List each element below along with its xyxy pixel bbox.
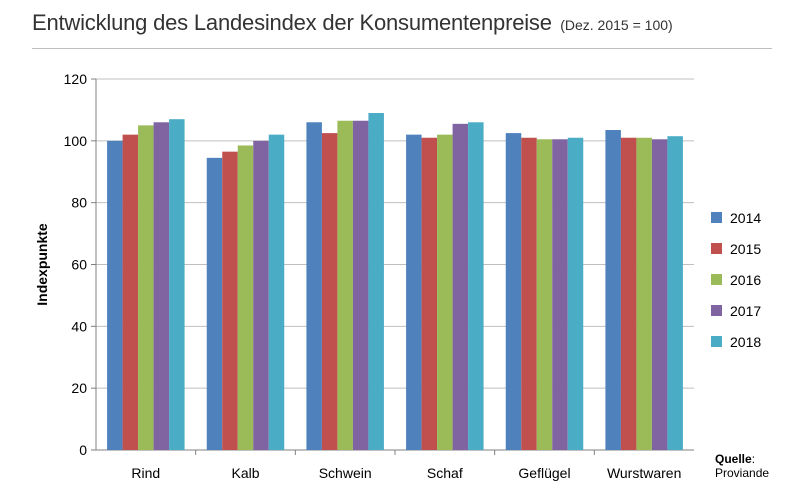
source-colon: : <box>751 452 756 466</box>
bar-2015 <box>122 134 139 450</box>
bar-2017 <box>153 122 170 451</box>
legend-label: 2018 <box>730 334 761 350</box>
bar-2015 <box>620 137 637 450</box>
bar-2017 <box>352 120 369 451</box>
bar-2014 <box>605 130 621 450</box>
x-tick-label: Schaf <box>427 465 463 481</box>
x-tick-label: Wurstwaren <box>607 465 681 481</box>
y-tick-label: 20 <box>71 380 87 396</box>
legend-swatch-2015 <box>711 243 722 254</box>
source-value: Proviande <box>715 466 770 480</box>
bar-2017 <box>452 123 469 451</box>
y-tick-label: 60 <box>71 257 87 273</box>
chart-title-block: Entwicklung des Landesindex der Konsumen… <box>32 10 772 49</box>
chart-title: Entwicklung des Landesindex der Konsumen… <box>32 10 552 35</box>
bar-2016 <box>536 139 553 450</box>
bar-2018 <box>667 136 683 450</box>
y-tick-label: 80 <box>71 195 87 211</box>
chart-subtitle: (Dez. 2015 = 100) <box>560 17 673 33</box>
y-tick-label: 40 <box>71 318 87 334</box>
bar-2015 <box>521 137 537 450</box>
y-tick-label: 120 <box>64 71 88 87</box>
legend-label: 2015 <box>730 241 761 257</box>
bar-2014 <box>406 134 422 450</box>
bar-2018 <box>268 134 285 450</box>
bar-2015 <box>222 151 238 450</box>
x-tick-label: Rind <box>131 465 160 481</box>
legend-label: 2014 <box>730 210 761 226</box>
x-tick-label: Kalb <box>231 465 259 481</box>
bar-2016 <box>636 137 652 450</box>
source-note: Quelle: Proviande <box>715 452 769 480</box>
legend-swatch-2014 <box>711 212 722 223</box>
bar-2018 <box>368 113 384 450</box>
bar-2018 <box>567 137 584 450</box>
bar-2014 <box>206 157 223 450</box>
bar-2014 <box>107 140 123 451</box>
bar-2016 <box>237 145 254 451</box>
legend-label: 2016 <box>730 272 761 288</box>
bar-2014 <box>505 133 522 450</box>
bar-2018 <box>468 122 484 451</box>
y-tick-label: 100 <box>64 133 88 149</box>
legend-label: 2017 <box>730 303 761 319</box>
bar-2017 <box>253 140 269 451</box>
bar-2015 <box>321 133 338 450</box>
y-tick-label: 0 <box>79 442 87 458</box>
bar-2016 <box>138 125 154 450</box>
legend-swatch-2017 <box>711 305 722 316</box>
legend-swatch-2018 <box>711 336 722 347</box>
bar-2017 <box>552 139 568 450</box>
bar-2018 <box>169 119 185 451</box>
bar-2017 <box>651 139 668 450</box>
legend-swatch-2016 <box>711 274 722 285</box>
bar-2014 <box>306 122 322 451</box>
bar-2015 <box>421 137 438 450</box>
bar-2016 <box>337 120 353 451</box>
x-tick-label: Geflügel <box>518 465 570 481</box>
bar-2016 <box>437 134 453 450</box>
source-label: Quelle <box>715 452 752 466</box>
x-tick-label: Schwein <box>319 465 372 481</box>
y-axis-label: Indexpunkte <box>34 223 50 306</box>
